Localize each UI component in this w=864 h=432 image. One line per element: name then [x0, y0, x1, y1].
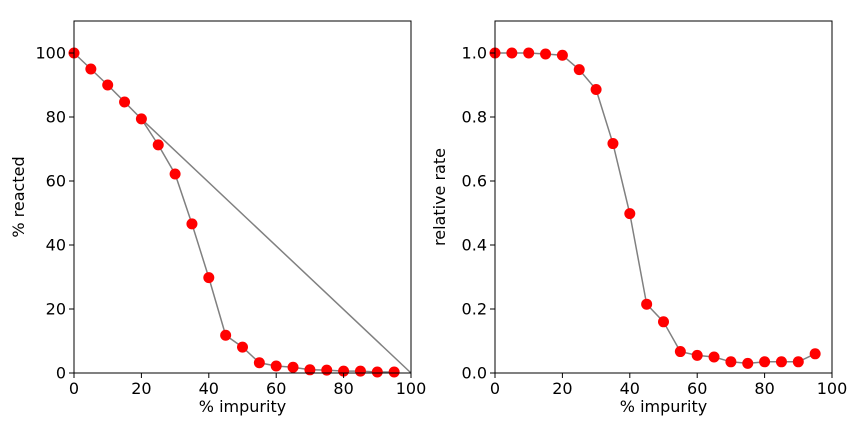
data-point-left-11 [253, 357, 265, 369]
y-axis-label-right: relative rate [430, 148, 449, 246]
data-point-left-9 [220, 329, 232, 341]
y-tick-label-right-0: 0.0 [462, 364, 487, 383]
plot-frame-left [73, 20, 412, 374]
data-point-right-2 [523, 47, 535, 59]
x-tick-label-right-0: 0 [490, 379, 500, 398]
data-point-left-13 [287, 361, 299, 373]
data-point-right-11 [674, 346, 686, 358]
data-point-left-19 [388, 366, 400, 378]
x-tick-label-right-3: 60 [687, 379, 707, 398]
data-point-right-12 [691, 349, 703, 361]
x-tick-label-left-2: 40 [199, 379, 219, 398]
data-point-right-8 [624, 208, 636, 220]
plot-frame-right [494, 20, 833, 374]
y-tick-label-right-3: 0.6 [462, 172, 487, 191]
data-point-left-5 [152, 139, 164, 151]
data-point-right-13 [708, 351, 720, 363]
y-tick-label-left-0: 0 [56, 364, 66, 383]
data-point-right-7 [607, 138, 619, 150]
data-point-right-10 [658, 316, 669, 328]
x-tick-label-right-5: 100 [817, 379, 848, 398]
x-tick-label-left-0: 0 [69, 379, 79, 398]
data-point-right-9 [641, 298, 653, 310]
x-tick-label-right-1: 20 [552, 379, 572, 398]
data-point-left-3 [119, 96, 131, 108]
data-point-left-10 [237, 341, 248, 353]
data-point-right-4 [556, 49, 568, 61]
data-point-left-8 [203, 272, 215, 284]
x-tick-label-left-5: 100 [396, 379, 427, 398]
x-axis-label-left: % impurity [199, 397, 286, 416]
series-line-right-0 [495, 52, 816, 365]
data-point-left-6 [169, 168, 181, 180]
data-point-right-16 [759, 356, 771, 368]
y-axis-label-left: % reacted [9, 156, 28, 237]
data-point-left-17 [354, 365, 366, 377]
x-tick-label-left-1: 20 [131, 379, 151, 398]
data-point-left-4 [135, 113, 147, 125]
data-point-right-18 [792, 356, 804, 368]
data-point-right-1 [506, 47, 518, 59]
data-point-right-17 [775, 356, 787, 368]
data-point-left-12 [270, 360, 282, 372]
data-point-left-18 [371, 366, 383, 378]
series-line-left-1 [140, 118, 412, 374]
y-tick-label-right-2: 0.4 [462, 236, 487, 255]
data-point-left-15 [321, 364, 333, 376]
data-point-left-16 [338, 365, 350, 377]
y-tick-label-left-5: 100 [35, 44, 66, 63]
data-point-right-14 [725, 356, 737, 368]
data-point-right-5 [573, 64, 585, 76]
data-point-right-19 [809, 348, 821, 360]
x-tick-label-right-2: 40 [620, 379, 640, 398]
x-tick-label-left-3: 60 [266, 379, 286, 398]
data-point-left-14 [304, 364, 316, 376]
data-point-right-15 [742, 357, 754, 369]
data-point-left-7 [186, 218, 198, 230]
data-point-left-2 [102, 79, 114, 91]
x-axis-label-right: % impurity [620, 397, 707, 416]
data-point-right-3 [540, 48, 552, 60]
y-tick-label-right-5: 1.0 [462, 44, 487, 63]
x-tick-label-left-4: 80 [333, 379, 353, 398]
x-tick-label-right-4: 80 [754, 379, 774, 398]
y-tick-label-left-4: 80 [46, 108, 66, 127]
y-tick-label-right-1: 0.2 [462, 300, 487, 319]
y-tick-label-right-4: 0.8 [462, 108, 487, 127]
y-tick-label-left-3: 60 [46, 172, 66, 191]
y-tick-label-left-2: 40 [46, 236, 66, 255]
chart-right: 0 20 40 60 80 100 0.0 0.2 0.4 0.6 0.8 1.0 % impurity… [430, 20, 848, 416]
chart-left: 0 20 40 60 80 100 0 20 40 60 80 100 % impurity % reac… [9, 20, 427, 416]
y-tick-label-left-1: 20 [46, 300, 66, 319]
data-point-right-6 [590, 83, 602, 95]
data-point-left-1 [85, 63, 97, 75]
